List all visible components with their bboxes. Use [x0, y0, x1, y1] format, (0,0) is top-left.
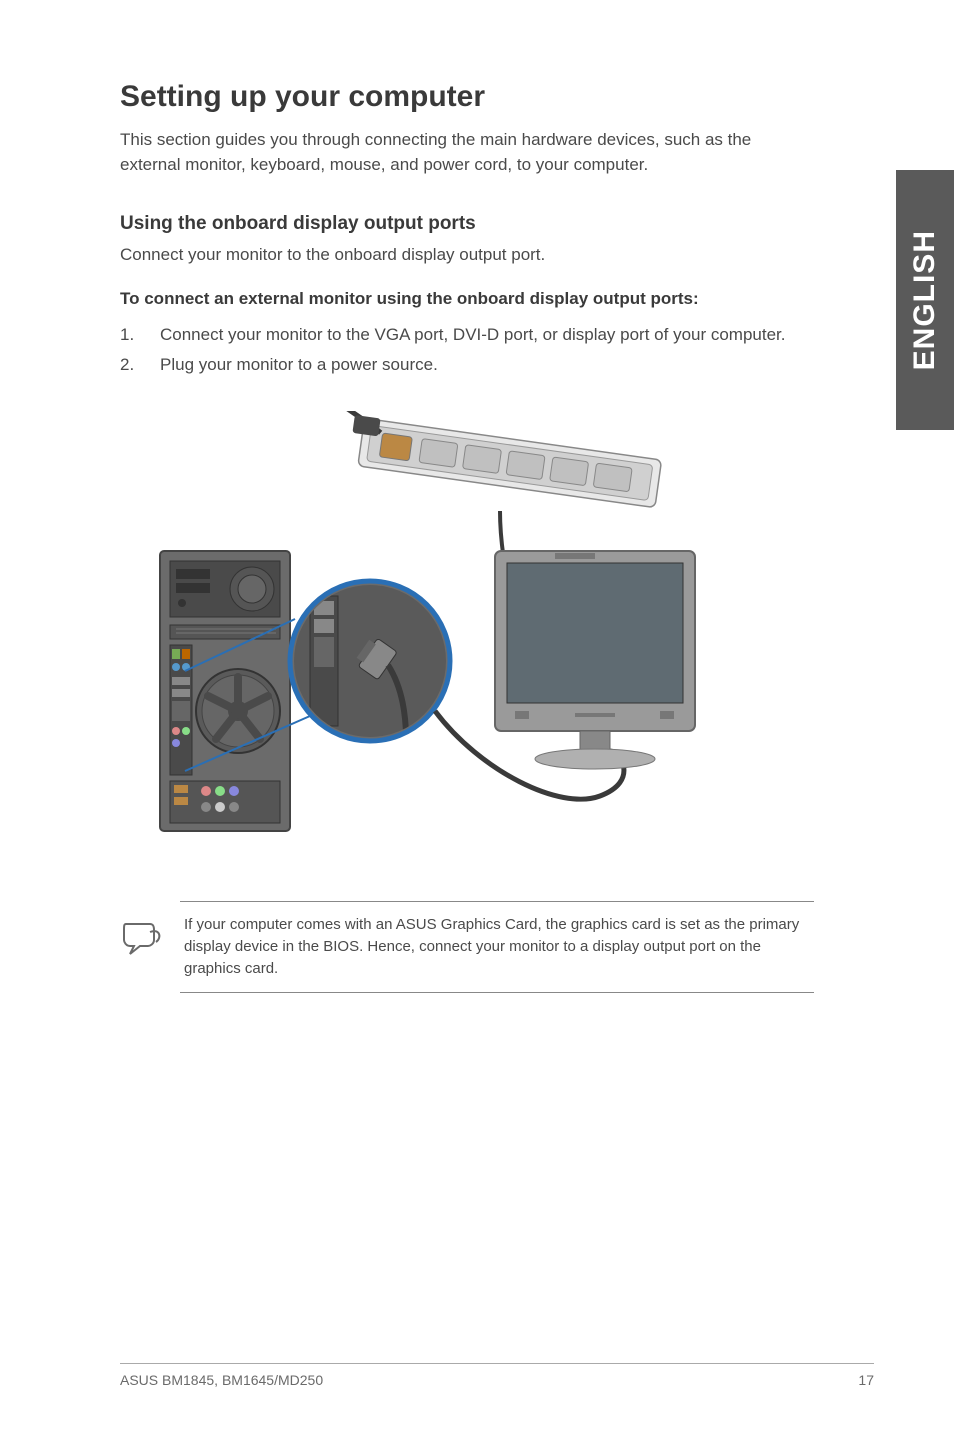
instruction-title: To connect an external monitor using the… [120, 289, 874, 309]
step-text: Plug your monitor to a power source. [160, 355, 874, 375]
footer-model: ASUS BM1845, BM1645/MD250 [120, 1372, 323, 1388]
section-subtext: Connect your monitor to the onboard disp… [120, 245, 874, 265]
section-heading: Using the onboard display output ports [120, 213, 874, 235]
step-text: Connect your monitor to the VGA port, DV… [160, 325, 874, 345]
step-number: 1. [120, 325, 160, 345]
page-title: Setting up your computer [120, 80, 874, 114]
language-label: ENGLISH [908, 230, 942, 370]
note-icon [120, 918, 164, 979]
step-number: 2. [120, 355, 160, 375]
page-footer: ASUS BM1845, BM1645/MD250 17 [120, 1363, 874, 1388]
footer-page-number: 17 [858, 1372, 874, 1388]
note-box: If your computer comes with an ASUS Grap… [180, 901, 814, 992]
power-strip-icon [298, 411, 665, 508]
language-tab: ENGLISH [896, 170, 954, 430]
pc-tower-icon [160, 551, 290, 831]
connection-diagram [140, 411, 700, 841]
steps-list: 1. Connect your monitor to the VGA port,… [120, 325, 874, 375]
list-item: 2. Plug your monitor to a power source. [120, 355, 874, 375]
monitor-icon [495, 551, 695, 769]
intro-paragraph: This section guides you through connecti… [120, 128, 874, 177]
note-text: If your computer comes with an ASUS Grap… [184, 914, 814, 979]
list-item: 1. Connect your monitor to the VGA port,… [120, 325, 874, 345]
